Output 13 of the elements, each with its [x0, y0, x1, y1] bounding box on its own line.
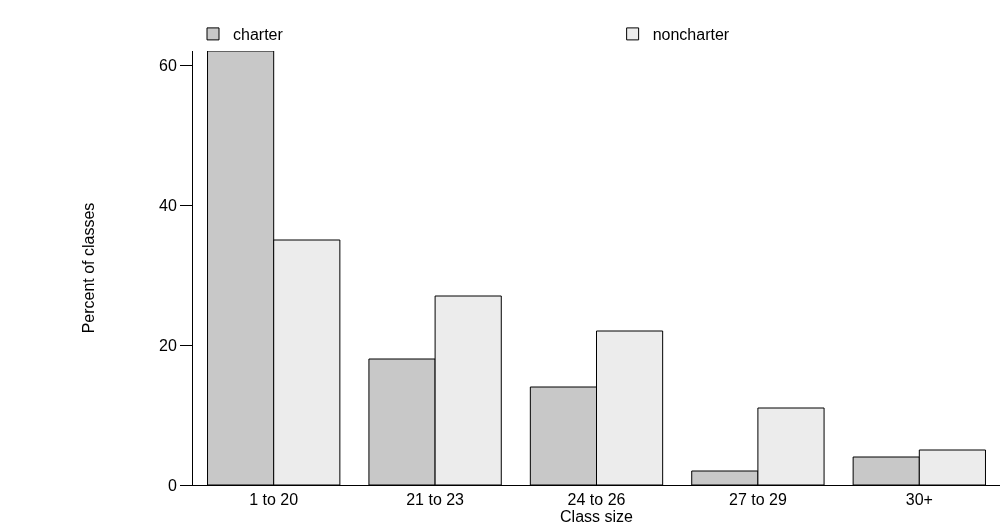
- x-tick-label: 27 to 29: [728, 491, 787, 509]
- x-tick-label: 1 to 20: [249, 491, 299, 509]
- legend-label: noncharter: [652, 26, 730, 44]
- y-tick-label: 60: [159, 56, 177, 74]
- x-tick-label: 30+: [905, 491, 933, 509]
- x-tick-label: 21 to 23: [406, 491, 465, 509]
- y-tick-label: 0: [167, 476, 177, 494]
- y-tick-label: 40: [159, 196, 177, 214]
- x-tick-label: 24 to 26: [567, 491, 626, 509]
- y-axis-title: Percent of classes: [79, 202, 97, 334]
- x-axis-title: Class size: [560, 508, 634, 526]
- legend-label: charter: [233, 26, 284, 44]
- y-tick-label: 20: [159, 336, 177, 354]
